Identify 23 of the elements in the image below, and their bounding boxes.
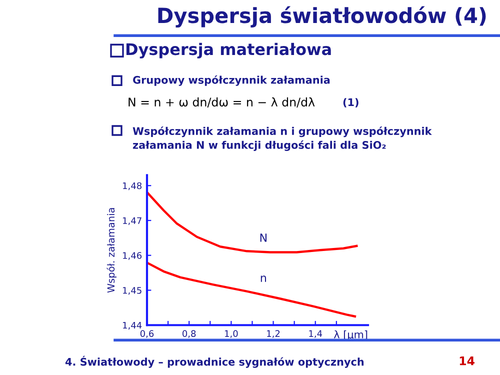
line-series <box>147 191 358 254</box>
text: N = n + ω dn/dω = n − λ dn/dλ <box>128 97 315 108</box>
text: Grupowy współczynnik załamania <box>133 75 330 86</box>
text: (1) <box>343 98 358 108</box>
x-tick-label: 1,4 <box>309 330 322 338</box>
x-tick-label: 1,0 <box>225 330 238 338</box>
line-series <box>147 262 356 318</box>
chart-title: Dyspersja światłowodów (4) <box>158 6 486 28</box>
text: 4. Światłowody – prowadnice sygnałów optycznych <box>65 356 364 368</box>
y-tick-label: 1,46 <box>123 252 142 260</box>
y-axis-title: Współ. załamania <box>106 208 116 293</box>
y-tick-label: 1,48 <box>123 182 142 190</box>
series-label: N <box>260 234 266 242</box>
chart-subtitle: Dyspersja materiałowa <box>126 42 331 58</box>
series-label: n <box>260 276 266 282</box>
text: Współczynnik załamania n i grupowy współczynnik załamania N w funkcji długości fali dla SiO₂ <box>132 126 432 151</box>
y-tick-label: 1,45 <box>123 287 142 295</box>
y-tick-label: 1,44 <box>123 322 142 330</box>
x-tick-label: 0,6 <box>140 330 154 338</box>
x-tick-label: 0,8 <box>182 330 196 338</box>
text: 14 <box>460 356 474 366</box>
x-tick-label: 1,2 <box>267 330 280 338</box>
y-tick-label: 1,47 <box>123 217 142 225</box>
